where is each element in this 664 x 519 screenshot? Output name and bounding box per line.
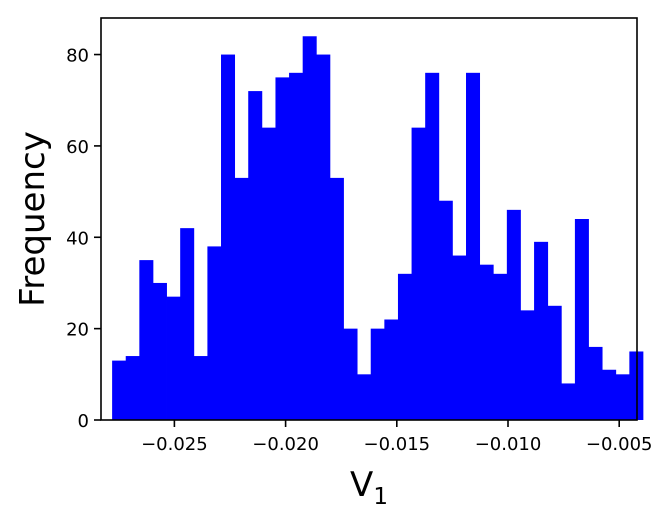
histogram-bar bbox=[289, 72, 304, 420]
x-axis-title-subscript: 1 bbox=[373, 484, 388, 510]
y-axis: 0 20 40 60 80 bbox=[66, 46, 101, 432]
histogram-bar bbox=[275, 77, 290, 420]
histogram-bar bbox=[166, 296, 181, 420]
y-tick-label: 40 bbox=[66, 228, 89, 249]
y-tick-label: 80 bbox=[66, 46, 89, 67]
histogram-bar bbox=[493, 273, 508, 420]
histogram-bar bbox=[112, 360, 127, 420]
histogram-bar bbox=[520, 310, 535, 420]
histogram-bar bbox=[547, 305, 562, 420]
histogram-bar bbox=[438, 200, 453, 420]
y-axis-title: Frequency bbox=[13, 131, 53, 307]
x-tick-label: −0.015 bbox=[363, 434, 430, 455]
histogram-bar bbox=[411, 127, 426, 420]
histogram-bar bbox=[316, 54, 331, 421]
histogram-bar bbox=[343, 328, 358, 420]
histogram-bar bbox=[615, 374, 630, 420]
histogram-bar bbox=[152, 282, 167, 420]
histogram-bar bbox=[193, 356, 208, 420]
histogram-bar bbox=[357, 374, 372, 420]
histogram-bar bbox=[207, 246, 222, 420]
histogram-bar bbox=[602, 369, 617, 420]
histogram-bar bbox=[221, 54, 236, 421]
histogram-bar bbox=[561, 383, 576, 420]
histogram-bar bbox=[397, 273, 412, 420]
plot-frame bbox=[100, 17, 638, 421]
histogram-bar bbox=[384, 319, 399, 420]
x-axis: −0.025 −0.020 −0.015 −0.010 −0.005 bbox=[141, 420, 653, 455]
histogram-bar bbox=[234, 177, 249, 420]
y-tick-label: 0 bbox=[78, 411, 89, 432]
y-tick-label: 60 bbox=[66, 137, 89, 158]
histogram-bar bbox=[329, 177, 344, 420]
x-tick-label: −0.020 bbox=[252, 434, 319, 455]
histogram-bar bbox=[180, 228, 195, 420]
histogram-bars bbox=[112, 36, 644, 421]
y-tick-label: 20 bbox=[66, 320, 89, 341]
histogram-bar bbox=[302, 36, 317, 421]
histogram-bar bbox=[139, 260, 154, 420]
x-axis-title: V1 bbox=[350, 465, 388, 510]
histogram-bar bbox=[370, 328, 385, 420]
histogram-bar bbox=[261, 127, 276, 420]
histogram-bar bbox=[452, 255, 467, 420]
histogram-bar bbox=[425, 72, 440, 420]
x-tick-label: −0.005 bbox=[586, 434, 653, 455]
histogram-bar bbox=[479, 264, 494, 420]
histogram-bar bbox=[534, 241, 549, 420]
x-axis-title-main: V bbox=[350, 465, 373, 505]
histogram-bar bbox=[574, 219, 589, 420]
x-tick-label: −0.010 bbox=[475, 434, 542, 455]
x-tick-label: −0.025 bbox=[141, 434, 208, 455]
histogram-bar bbox=[248, 91, 263, 420]
histogram-bar bbox=[125, 356, 140, 420]
histogram-bar bbox=[588, 346, 603, 420]
histogram-bar bbox=[506, 209, 521, 420]
histogram-bar bbox=[466, 72, 481, 420]
